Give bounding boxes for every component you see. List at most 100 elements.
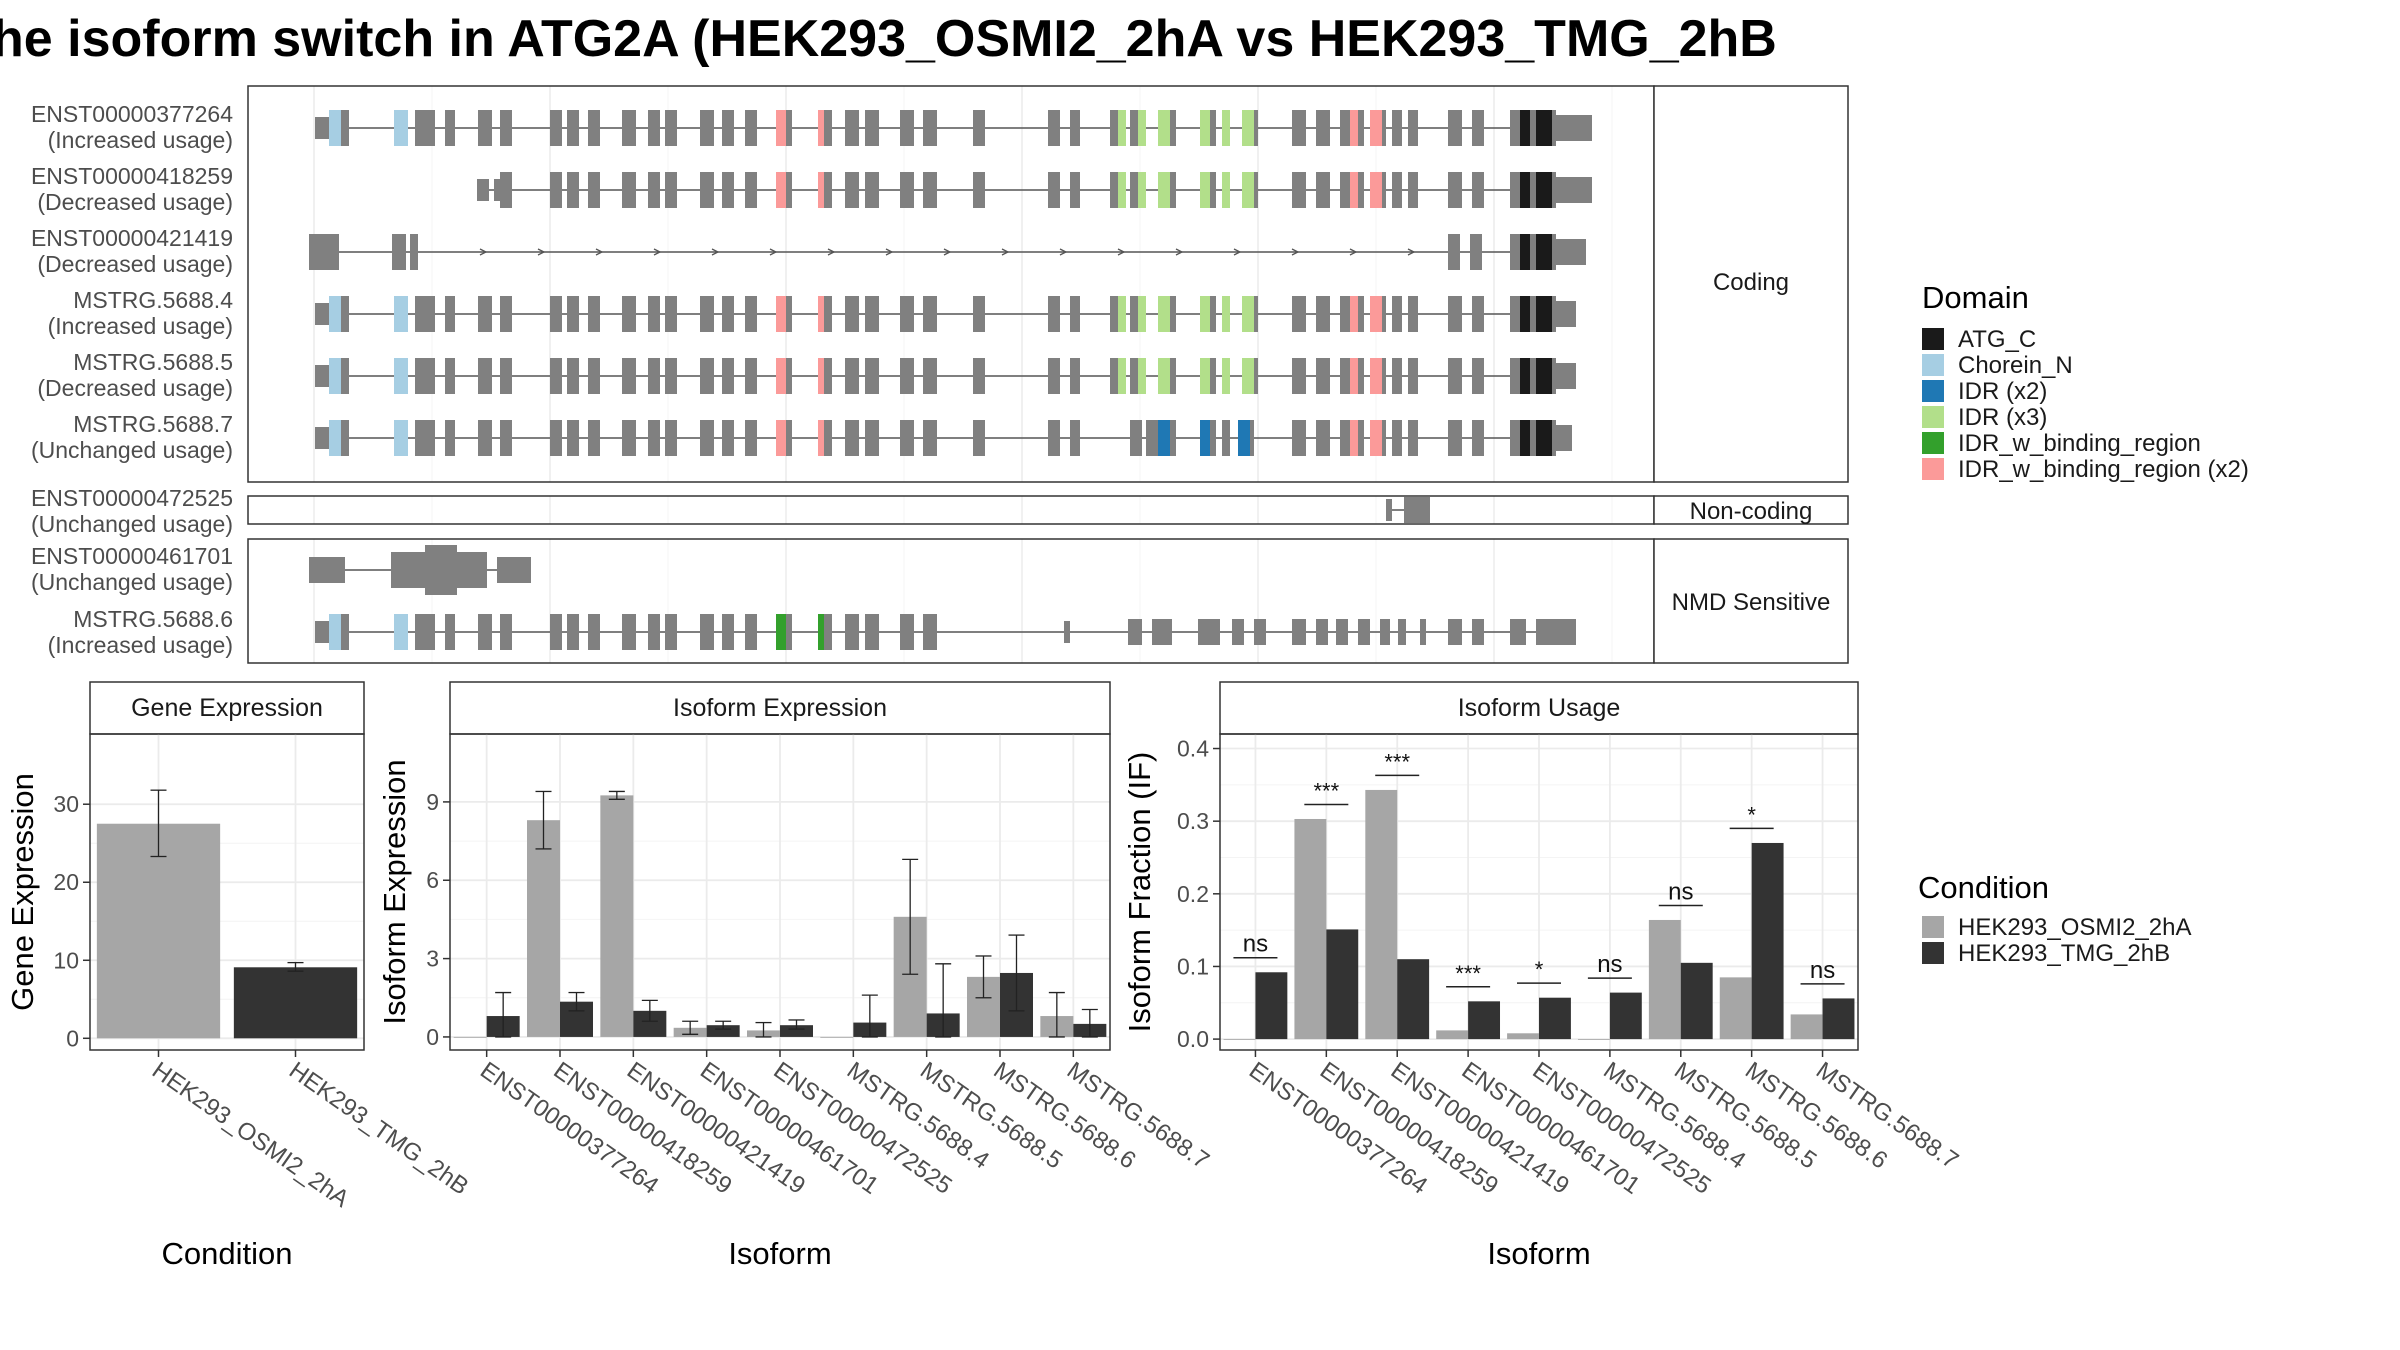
exon	[745, 614, 757, 650]
exon	[700, 358, 714, 394]
domain-segment	[1536, 358, 1552, 394]
exon	[415, 358, 435, 394]
transcript-tracks	[309, 110, 1592, 650]
bar	[1790, 1014, 1823, 1040]
exon	[1382, 296, 1386, 332]
exon	[1170, 420, 1176, 456]
legend-key-idr-binding	[1922, 432, 1944, 454]
exon	[1198, 619, 1220, 645]
exon	[1292, 172, 1306, 208]
significance-label: ***	[1384, 749, 1410, 774]
exon	[478, 110, 492, 146]
exon	[1530, 296, 1536, 332]
exon	[1292, 296, 1306, 332]
exon	[845, 358, 859, 394]
exon	[445, 296, 455, 332]
exon	[445, 110, 455, 146]
exon	[648, 296, 660, 332]
exon	[900, 420, 914, 456]
gene-expression-chart: Gene Expression 0102030HEK293_OSMI2_2hAH…	[5, 681, 473, 1271]
bar	[527, 820, 560, 1037]
exon	[415, 110, 435, 146]
exon	[309, 557, 345, 583]
exon	[567, 358, 579, 394]
exon	[786, 358, 792, 394]
domain-legend-title: Domain	[1922, 280, 2029, 315]
bar	[1680, 962, 1713, 1040]
exon	[1110, 358, 1118, 394]
bar	[1539, 997, 1571, 1040]
exon	[478, 614, 492, 650]
exon	[550, 420, 562, 456]
domain-segment	[1222, 172, 1230, 208]
exon	[865, 110, 879, 146]
exon	[500, 172, 512, 208]
y-tick-label: 0	[426, 1024, 439, 1050]
exon	[1146, 420, 1158, 456]
y-axis-title: Isoform Fraction (IF)	[1122, 752, 1157, 1033]
domain-segment	[1222, 296, 1230, 332]
exon	[1448, 296, 1462, 332]
exon	[622, 296, 636, 332]
exon	[1358, 296, 1364, 332]
exon	[1448, 234, 1460, 270]
exon	[745, 358, 757, 394]
exon	[500, 110, 512, 146]
bar	[1365, 789, 1398, 1040]
exon	[1316, 110, 1330, 146]
exon	[786, 420, 792, 456]
exon	[1210, 420, 1216, 456]
exon	[392, 234, 406, 270]
y-axis-title: Gene Expression	[5, 773, 40, 1011]
domain-segment	[818, 420, 824, 456]
exon	[622, 110, 636, 146]
y-tick-label: 9	[426, 789, 439, 815]
exon	[478, 296, 492, 332]
domain-segment	[1242, 296, 1254, 332]
transcript-label: ENST00000461701	[31, 543, 233, 569]
legend-key-atg-c	[1922, 328, 1944, 350]
bar	[96, 823, 221, 1039]
exon	[1292, 619, 1306, 645]
legend-key-osmi2	[1922, 916, 1944, 938]
exon	[341, 614, 349, 650]
y-tick-label: 20	[53, 869, 79, 895]
transcript-usage: (Unchanged usage)	[31, 511, 233, 537]
exon	[786, 296, 792, 332]
exon	[665, 420, 677, 456]
exon	[923, 172, 937, 208]
exon	[1128, 619, 1142, 645]
domain-segment	[1242, 172, 1254, 208]
non-coding-panel	[247, 495, 1655, 525]
exon	[500, 614, 512, 650]
bar	[1255, 972, 1288, 1040]
bar	[1507, 1033, 1539, 1040]
exon	[648, 358, 660, 394]
strand-arrow	[1349, 248, 1358, 256]
y-tick-label: 30	[53, 791, 79, 817]
exon	[567, 420, 579, 456]
transcript-usage: (Decreased usage)	[37, 375, 233, 401]
exon	[665, 172, 677, 208]
exon	[500, 296, 512, 332]
figure-title: he isoform switch in ATG2A (HEK293_OSMI2…	[0, 10, 1777, 68]
isoform-usage-chart: Isoform Usage 0.00.10.20.30.4ENST0000037…	[1122, 681, 1963, 1271]
exon	[1048, 110, 1060, 146]
legend-label: ATG_C	[1958, 326, 2036, 353]
legend-label: IDR_w_binding_region	[1958, 430, 2201, 457]
strand-arrow	[1001, 248, 1010, 256]
exon	[1292, 110, 1306, 146]
exon	[1530, 358, 1536, 394]
domain-segment	[1158, 110, 1170, 146]
exon	[1210, 296, 1216, 332]
exon	[700, 296, 714, 332]
exon	[1472, 172, 1484, 208]
exon	[865, 358, 879, 394]
bar	[1326, 929, 1359, 1040]
legend-label: IDR_w_binding_region (x2)	[1958, 456, 2249, 483]
exon	[500, 420, 512, 456]
strand-arrow	[1059, 248, 1068, 256]
exon	[567, 614, 579, 650]
exon	[1392, 172, 1402, 208]
exon	[1552, 358, 1556, 394]
